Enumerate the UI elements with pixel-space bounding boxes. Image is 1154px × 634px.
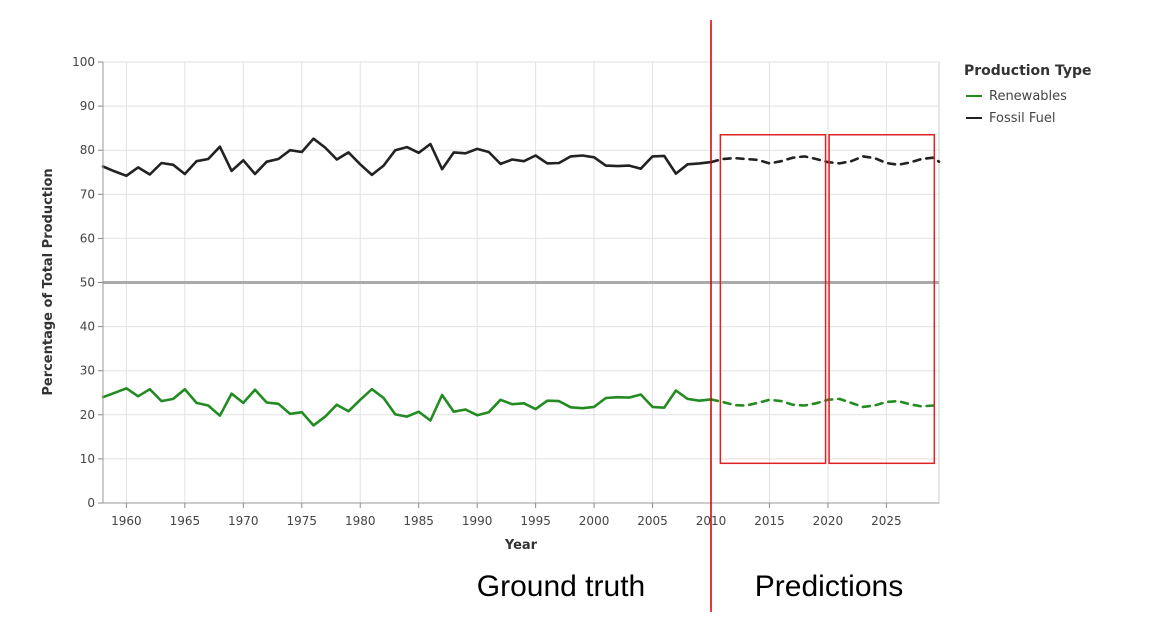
series-line-renewables [101,386,713,427]
x-tick-label: 1995 [520,514,551,528]
x-tick-label: 1980 [345,514,376,528]
x-tick-label: 1975 [286,514,317,528]
x-tick-label: 1990 [462,514,493,528]
x-tick-label: 2020 [813,514,844,528]
region-label-ground-truth: Ground truth [477,570,645,603]
y-tick-label: 70 [80,187,95,201]
y-tick-label: 100 [72,55,95,69]
x-tick-label: 2005 [637,514,668,528]
x-tick-label: 1960 [111,514,142,528]
series-layer [101,137,941,427]
x-tick-label: 1970 [228,514,259,528]
y-tick-label: 30 [80,364,95,378]
series-line-fossil-fuel [101,137,713,178]
x-tick-label: 1985 [403,514,434,528]
x-axis: 1960 1965 1970 1975 1980 1985 1990 1995 2000 2005… [103,502,939,528]
legend-title: Production Type [964,63,1092,79]
prediction-box-2 [828,134,936,465]
y-tick-label: 20 [80,408,95,422]
x-tick-label: 2015 [754,514,785,528]
y-axis-title: Percentage of Total Production [41,168,56,395]
y-axis: 0 10 20 30 40 50 60 70 80 90 100 [72,55,104,510]
y-tick-label: 0 [87,496,95,510]
y-tick-label: 10 [80,452,95,466]
x-tick-label: 1965 [170,514,201,528]
y-tick-label: 60 [80,231,95,245]
legend: Production Type Renewables Fossil Fuel [964,63,1092,126]
series-line-fossil-fuel-predicted [709,155,941,167]
x-tick-label: 2025 [871,514,902,528]
x-axis-title: Year [504,538,538,553]
y-tick-label: 80 [80,143,95,157]
prediction-box-1 [719,134,827,465]
legend-label-renewables: Renewables [989,89,1067,104]
series-line-renewables-predicted [709,397,941,409]
x-tick-label: 2000 [579,514,610,528]
y-tick-label: 90 [80,99,95,113]
y-tick-label: 40 [80,320,95,334]
y-tick-label: 50 [80,276,95,290]
legend-label-fossil-fuel: Fossil Fuel [989,111,1056,126]
region-label-predictions: Predictions [755,570,903,603]
annotation-layer [710,20,936,612]
